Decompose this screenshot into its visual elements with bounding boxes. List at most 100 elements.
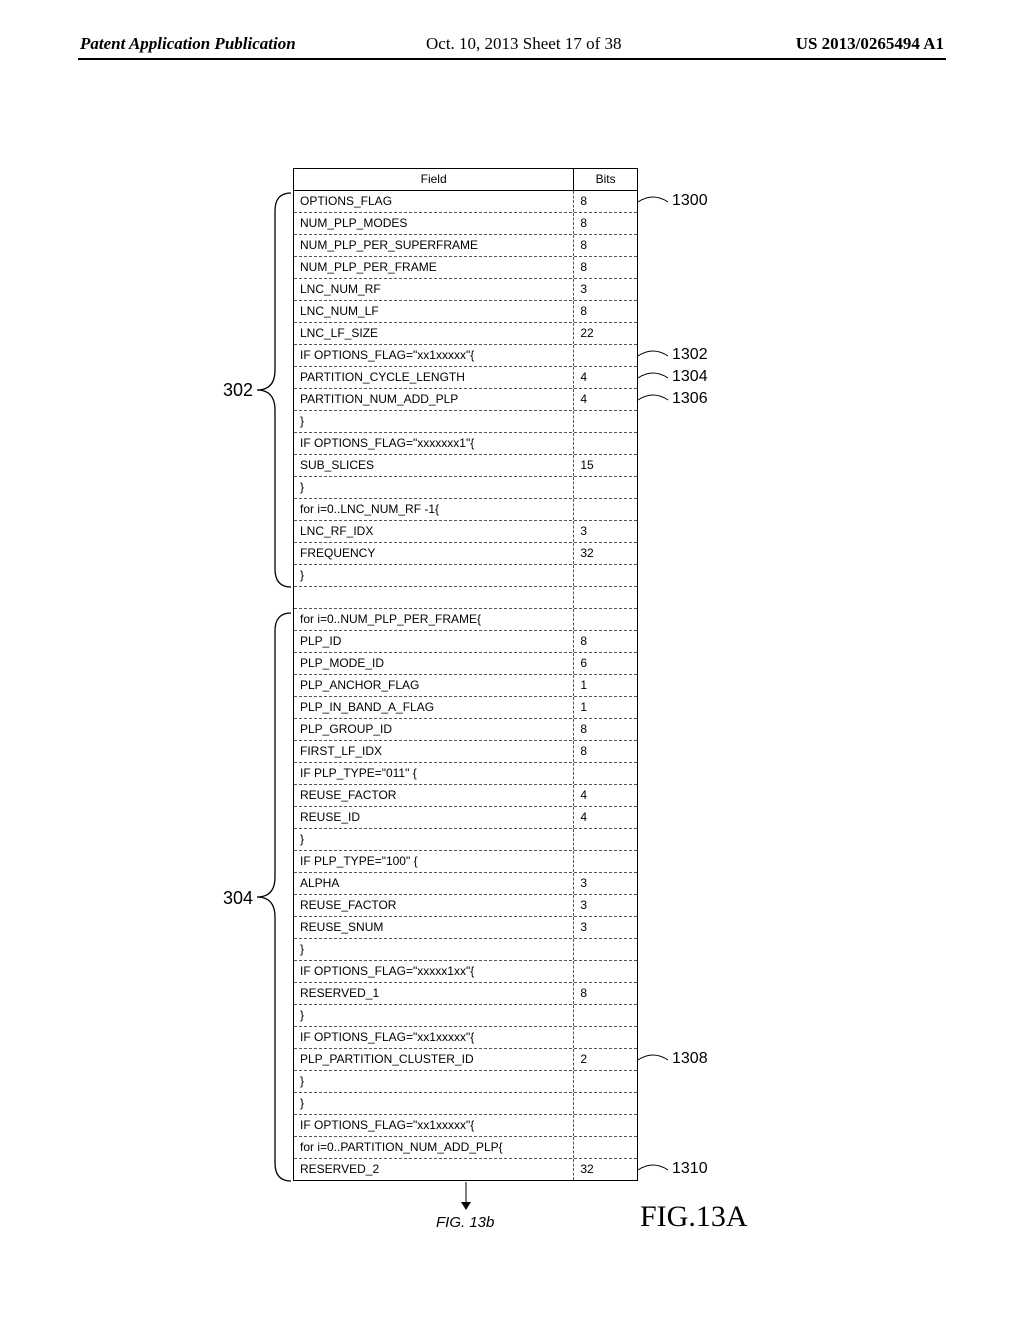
field-cell: NUM_PLP_PER_FRAME: [294, 257, 574, 278]
bits-cell: 8: [574, 191, 637, 212]
field-cell: FIRST_LF_IDX: [294, 741, 574, 762]
field-cell: for i=0..NUM_PLP_PER_FRAME{: [294, 609, 574, 630]
bits-cell: 3: [574, 279, 637, 300]
table-row: REUSE_SNUM3: [294, 917, 637, 939]
bits-cell: [574, 851, 637, 872]
table-row: OPTIONS_FLAG8: [294, 191, 637, 213]
callout-1308-label: 1308: [672, 1050, 708, 1068]
fig-13b-label: FIG. 13b: [436, 1214, 494, 1231]
field-cell: REUSE_ID: [294, 807, 574, 828]
bits-cell: 32: [574, 543, 637, 564]
field-cell: LNC_LF_SIZE: [294, 323, 574, 344]
bits-cell: 2: [574, 1049, 637, 1070]
field-cell: }: [294, 829, 574, 850]
bits-cell: [574, 411, 637, 432]
table-row: REUSE_FACTOR4: [294, 785, 637, 807]
table-row: IF PLP_TYPE="100" {: [294, 851, 637, 873]
bits-cell: 32: [574, 1159, 637, 1180]
callout-1300-label: 1300: [672, 192, 708, 210]
bits-cell: [574, 1071, 637, 1092]
bits-cell: [574, 961, 637, 982]
table-row: }: [294, 565, 637, 587]
field-cell: LNC_NUM_RF: [294, 279, 574, 300]
bits-cell: 8: [574, 631, 637, 652]
table-row: for i=0..NUM_PLP_PER_FRAME{: [294, 609, 637, 631]
table-row: PLP_ID8: [294, 631, 637, 653]
bits-cell: [574, 763, 637, 784]
field-bits-table: Field Bits OPTIONS_FLAG8NUM_PLP_MODES8NU…: [293, 168, 638, 1181]
table-row: LNC_LF_SIZE22: [294, 323, 637, 345]
brace-302: [255, 191, 293, 594]
field-cell: IF OPTIONS_FLAG="xx1xxxxx"{: [294, 1115, 574, 1136]
field-cell: }: [294, 565, 574, 586]
table-row: }: [294, 411, 637, 433]
table-row: IF OPTIONS_FLAG="xx1xxxxx"{: [294, 1027, 637, 1049]
field-cell: PLP_IN_BAND_A_FLAG: [294, 697, 574, 718]
table-row: }: [294, 477, 637, 499]
table-row: for i=0..LNC_NUM_RF -1{: [294, 499, 637, 521]
field-cell: PLP_ANCHOR_FLAG: [294, 675, 574, 696]
table-row: PARTITION_NUM_ADD_PLP4: [294, 389, 637, 411]
bits-cell: [574, 1115, 637, 1136]
continuation-arrow-icon: [460, 1182, 472, 1215]
field-cell: for i=0..PARTITION_NUM_ADD_PLP{: [294, 1137, 574, 1158]
bits-cell: [574, 477, 637, 498]
field-cell: }: [294, 939, 574, 960]
table-row: IF OPTIONS_FLAG="xx1xxxxx"{: [294, 1115, 637, 1137]
bits-cell: [574, 939, 637, 960]
bits-cell: [574, 345, 637, 366]
table-row: LNC_NUM_LF8: [294, 301, 637, 323]
header-mid-text: Oct. 10, 2013 Sheet 17 of 38: [426, 34, 621, 54]
bits-cell: 15: [574, 455, 637, 476]
bits-cell: 4: [574, 785, 637, 806]
field-cell: NUM_PLP_PER_SUPERFRAME: [294, 235, 574, 256]
field-cell: PLP_PARTITION_CLUSTER_ID: [294, 1049, 574, 1070]
table-row: FREQUENCY32: [294, 543, 637, 565]
field-cell: }: [294, 1093, 574, 1114]
field-cell: }: [294, 477, 574, 498]
table-row: NUM_PLP_MODES8: [294, 213, 637, 235]
table-row: ALPHA3: [294, 873, 637, 895]
field-cell: REUSE_FACTOR: [294, 895, 574, 916]
bits-cell: [574, 609, 637, 630]
table-row: REUSE_ID4: [294, 807, 637, 829]
field-cell: REUSE_SNUM: [294, 917, 574, 938]
field-cell: REUSE_FACTOR: [294, 785, 574, 806]
table-row: SUB_SLICES15: [294, 455, 637, 477]
callout-1306-label: 1306: [672, 390, 708, 408]
bits-cell: [574, 1027, 637, 1048]
field-cell: RESERVED_1: [294, 983, 574, 1004]
bits-cell: [574, 1137, 637, 1158]
field-cell: IF OPTIONS_FLAG="xxxxx1xx"{: [294, 961, 574, 982]
table-row: PLP_ANCHOR_FLAG1: [294, 675, 637, 697]
table-row: }: [294, 1071, 637, 1093]
col-field-header: Field: [294, 169, 574, 190]
table-row: NUM_PLP_PER_SUPERFRAME8: [294, 235, 637, 257]
bits-cell: [574, 829, 637, 850]
field-cell: for i=0..LNC_NUM_RF -1{: [294, 499, 574, 520]
field-cell: RESERVED_2: [294, 1159, 574, 1180]
table-row: }: [294, 829, 637, 851]
bits-cell: 6: [574, 653, 637, 674]
table-row: PARTITION_CYCLE_LENGTH4: [294, 367, 637, 389]
bits-cell: [574, 1093, 637, 1114]
field-cell: IF OPTIONS_FLAG="xx1xxxxx"{: [294, 345, 574, 366]
field-cell: }: [294, 411, 574, 432]
field-cell: PLP_ID: [294, 631, 574, 652]
field-cell: IF PLP_TYPE="100" {: [294, 851, 574, 872]
field-cell: FREQUENCY: [294, 543, 574, 564]
field-cell: IF OPTIONS_FLAG="xxxxxxx1"{: [294, 433, 574, 454]
field-cell: OPTIONS_FLAG: [294, 191, 574, 212]
bits-cell: 3: [574, 521, 637, 542]
col-bits-header: Bits: [574, 169, 637, 190]
field-cell: }: [294, 1005, 574, 1026]
table-row: for i=0..PARTITION_NUM_ADD_PLP{: [294, 1137, 637, 1159]
field-cell: [294, 587, 574, 608]
table-row: IF OPTIONS_FLAG="xxxxx1xx"{: [294, 961, 637, 983]
table-row: }: [294, 939, 637, 961]
bits-cell: 8: [574, 235, 637, 256]
table-row: REUSE_FACTOR3: [294, 895, 637, 917]
field-cell: IF PLP_TYPE="011" {: [294, 763, 574, 784]
bits-cell: 8: [574, 257, 637, 278]
table-row: IF OPTIONS_FLAG="xx1xxxxx"{: [294, 345, 637, 367]
